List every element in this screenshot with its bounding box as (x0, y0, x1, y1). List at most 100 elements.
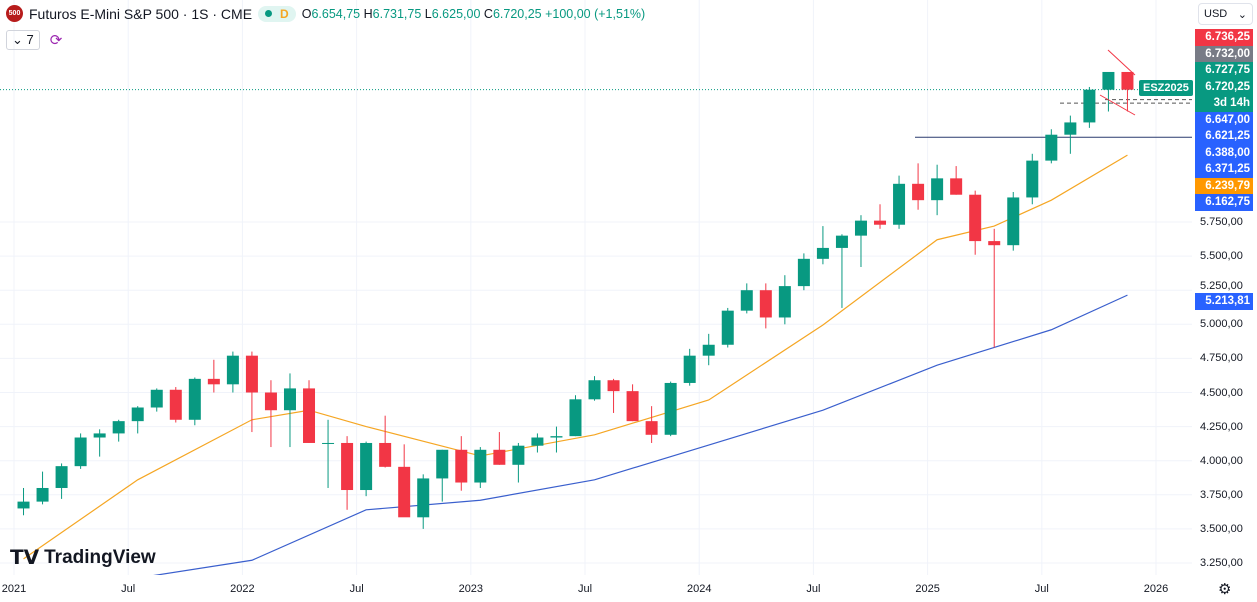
candle-body (93, 433, 106, 438)
price-tick-label: 3.750,00 (1200, 488, 1243, 501)
price-label: 6.621,25 (1195, 128, 1253, 145)
candle-body (1045, 134, 1058, 161)
time-tick-label: Jul (1034, 583, 1049, 595)
time-tick-label: Jul (349, 583, 364, 595)
price-label: 6.732,00 (1195, 45, 1253, 62)
candle-body (207, 378, 220, 385)
candle-body (759, 290, 772, 318)
candle-body (550, 436, 563, 438)
candle-body (835, 235, 848, 248)
candle-body (264, 392, 277, 411)
candle-body (531, 437, 544, 446)
candle-body (493, 449, 506, 465)
price-tick-label: 5.250,00 (1200, 280, 1243, 292)
candle-body (112, 421, 125, 434)
tradingview-logo[interactable]: 𝗧𝗩 TradingView (10, 545, 156, 570)
indicator-row: ⌄ 7 ⟳ (6, 30, 62, 50)
tv-logo-icon: 𝗧𝗩 (10, 547, 40, 569)
candle-body (188, 378, 201, 420)
currency-value: USD (1204, 8, 1228, 20)
candle-body (360, 442, 373, 491)
high-label: H (363, 6, 373, 21)
price-tick-label: 3.500,00 (1200, 522, 1243, 535)
candle-body (512, 445, 525, 465)
low-value: 6.625,00 (431, 6, 481, 21)
candle-body (778, 286, 791, 318)
time-tick-label: 2022 (230, 583, 255, 595)
change-value: +100,00 (+1,51%) (545, 6, 646, 21)
symbol-title[interactable]: Futuros E-Mini S&P 500 · 1S · CME (29, 5, 253, 22)
indicators-count: 7 (26, 32, 34, 47)
candle-body (588, 380, 601, 400)
price-tick-label: 4.000,00 (1200, 454, 1243, 467)
moving-average-2 (153, 294, 1128, 575)
candle-body (721, 310, 734, 345)
contract-label: ESZ2025 (1139, 80, 1193, 96)
candle-body (379, 442, 392, 467)
candle-body (874, 220, 887, 225)
time-tick-label: 2024 (686, 583, 712, 595)
close-label: C (483, 6, 493, 21)
price-label: 6.736,25 (1195, 29, 1253, 46)
candle-body (36, 487, 49, 502)
candle-body (912, 183, 925, 201)
time-tick-label: 2026 (1143, 583, 1169, 595)
candle-body (436, 449, 449, 479)
price-tick-label: 4.250,00 (1200, 420, 1243, 433)
settings-gear-icon[interactable]: ⚙ (1218, 581, 1232, 598)
candle-body (645, 421, 658, 435)
price-tick-label: 5.500,00 (1200, 250, 1243, 263)
price-label: 5.213,81 (1195, 293, 1253, 310)
candle-body (797, 258, 810, 287)
candle-body (283, 388, 296, 411)
time-tick-label: 2021 (1, 583, 27, 595)
brand-name: TradingView (44, 546, 156, 568)
low-label: L (424, 6, 432, 21)
symbol-header: 500 Futuros E-Mini S&P 500 · 1S · CME D … (6, 5, 645, 22)
price-tick-label: 3.250,00 (1200, 557, 1243, 569)
candle-body (969, 194, 982, 242)
candle-body (626, 391, 639, 422)
indicators-toggle[interactable]: ⌄ 7 (6, 30, 40, 50)
candle-body (1007, 197, 1020, 246)
ohlc-values: O6.654,75 H6.731,75 L6.625,00 C6.720,25 … (302, 7, 645, 21)
candle-body (893, 183, 906, 225)
candle-body (607, 380, 620, 392)
candle-body (569, 399, 582, 437)
time-tick-label: Jul (806, 583, 821, 595)
candle-body (398, 466, 411, 518)
time-tick-label: Jul (121, 583, 136, 595)
candle-body (1083, 89, 1096, 123)
candle-body (1026, 160, 1039, 198)
price-label: 6.388,00 (1195, 144, 1253, 161)
market-open-icon (265, 10, 273, 17)
candle-body (1102, 71, 1115, 90)
symbol-logo: 500 (6, 5, 23, 22)
candle-body (417, 478, 430, 518)
close-value: 6.720,25 (492, 6, 542, 21)
price-tick-label: 4.500,00 (1200, 386, 1243, 399)
trendline (1107, 49, 1136, 76)
market-status[interactable]: D (258, 5, 296, 22)
chevron-down-icon: ⌄ (1237, 9, 1247, 21)
price-label: 6.727,75 (1195, 62, 1253, 79)
time-tick-label: Jul (577, 583, 593, 595)
candle-body (931, 178, 944, 201)
currency-select[interactable]: USD ⌄ (1198, 3, 1253, 25)
candle-body (17, 501, 30, 509)
candle-body (341, 442, 354, 491)
open-label: O (301, 6, 312, 21)
candle-body (169, 389, 182, 420)
price-label: 6.239,79 (1195, 177, 1253, 194)
candle-body (322, 442, 335, 444)
candle-body (303, 388, 316, 443)
high-value: 6.731,75 (372, 6, 422, 21)
time-tick-label: 2023 (458, 583, 484, 595)
price-tick-label: 5.750,00 (1200, 216, 1243, 228)
price-chart[interactable] (0, 0, 1192, 575)
candle-body (455, 449, 468, 483)
open-value: 6.654,75 (311, 6, 361, 21)
sync-icon[interactable]: ⟳ (49, 32, 63, 49)
candle-body (131, 407, 144, 422)
candle-body (702, 344, 715, 356)
